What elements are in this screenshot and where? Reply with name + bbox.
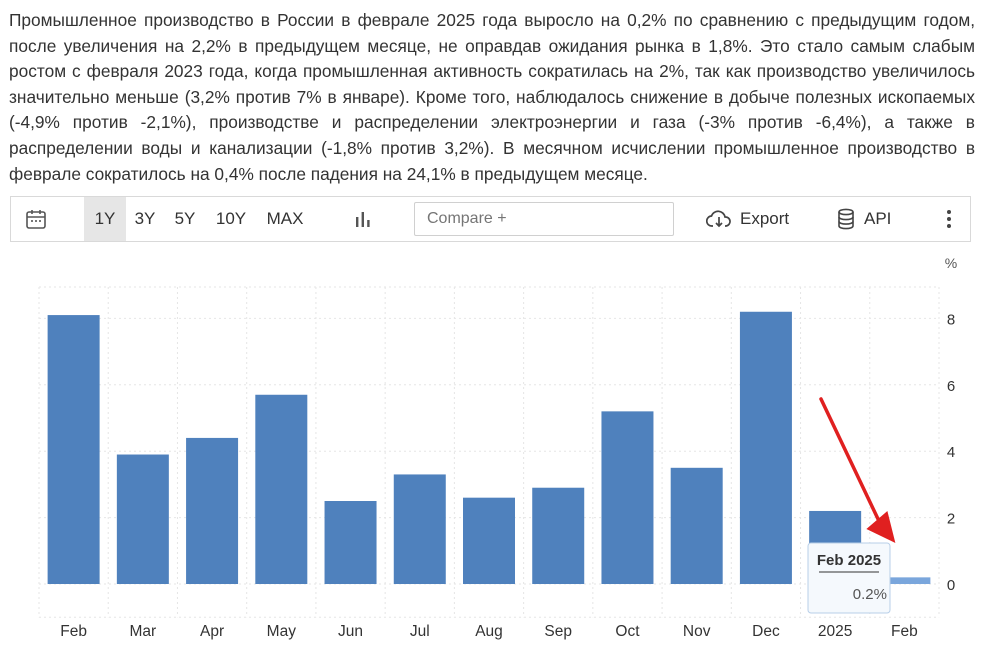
export-button[interactable]: Export: [706, 197, 802, 241]
x-category-label: Nov: [683, 623, 711, 640]
range-button-1y[interactable]: 1Y: [84, 197, 126, 241]
calendar-icon[interactable]: [19, 197, 53, 241]
api-button[interactable]: API: [837, 197, 901, 241]
x-category-label: Aug: [475, 623, 503, 640]
tooltip-value: 0.2%: [853, 586, 887, 603]
bar-jul: [393, 474, 446, 584]
x-category-label: Apr: [200, 623, 224, 640]
bar-sep: [532, 487, 585, 584]
bar-apr: [186, 437, 239, 584]
chart-area: 0 2 4 6 8% Feb Mar Apr May Jun Jul Aug Sep Oct Nov Dec 2…: [10, 244, 972, 647]
chart-toolbar: 1Y 3Y 5Y 10Y MAX Export: [10, 196, 971, 242]
bar-feb: [47, 315, 100, 584]
y-tick-label: 4: [947, 444, 955, 461]
api-label: API: [864, 209, 892, 228]
range-button-3y[interactable]: 3Y: [134, 209, 156, 228]
x-category-label: Jul: [410, 623, 430, 640]
bar-nov: [670, 467, 723, 584]
x-category-label: Dec: [752, 623, 780, 640]
x-category-label: 2025: [818, 623, 852, 640]
x-category-label: Jun: [338, 623, 363, 640]
x-category-label: Sep: [544, 623, 572, 640]
y-tick-label: 2: [947, 511, 955, 528]
export-label: Export: [740, 209, 790, 228]
y-tick-label: 0: [947, 577, 955, 594]
bar-jun: [324, 501, 377, 584]
tooltip-box: [807, 542, 891, 614]
y-axis-unit-label: %: [945, 255, 957, 271]
y-tick-label: 6: [947, 378, 955, 395]
range-button-5y[interactable]: 5Y: [174, 209, 196, 228]
x-category-label: Oct: [615, 623, 640, 640]
bar-chart: 0 2 4 6 8% Feb Mar Apr May Jun Jul Aug Sep Oct Nov Dec 2…: [10, 244, 972, 647]
range-button-max[interactable]: MAX: [266, 209, 304, 228]
cloud-download-icon: [706, 209, 732, 229]
annotation-arrowhead: [866, 511, 896, 543]
database-icon: [837, 208, 855, 230]
bar-aug: [463, 497, 515, 584]
bar-dec: [739, 311, 792, 584]
x-category-label: Mar: [129, 623, 156, 640]
bar-may: [255, 394, 308, 584]
bar-chart-icon[interactable]: [347, 197, 379, 241]
bar-mar: [116, 454, 169, 584]
y-tick-label: 8: [947, 311, 955, 328]
article-paragraph: Промышленное производство в России в фев…: [9, 10, 975, 184]
bar-oct: [601, 411, 654, 584]
bar-feb: [878, 577, 931, 584]
more-vertical-icon[interactable]: [936, 197, 962, 241]
annotation-arrow-shaft: [819, 397, 883, 526]
compare-input[interactable]: [414, 202, 674, 236]
range-button-10y[interactable]: 10Y: [215, 209, 247, 228]
tooltip-title: Feb 2025: [817, 552, 881, 569]
x-category-label: Feb: [891, 623, 918, 640]
x-category-label: Feb: [60, 623, 87, 640]
x-category-label: May: [267, 623, 297, 640]
